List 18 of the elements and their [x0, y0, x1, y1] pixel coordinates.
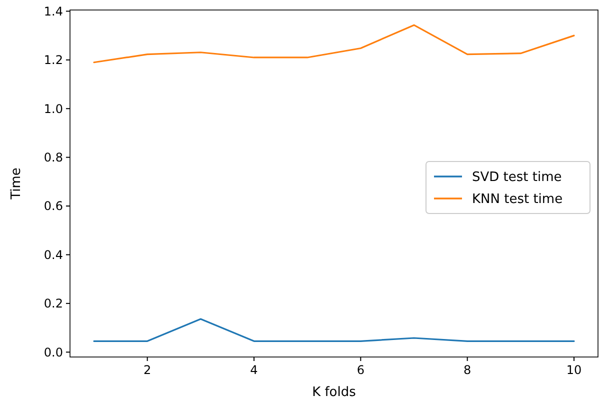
legend-label: KNN test time — [472, 192, 563, 208]
x-tick-label: 8 — [464, 363, 472, 377]
y-tick-label: 0.2 — [44, 296, 63, 311]
y-tick-label: 1.0 — [44, 102, 63, 116]
x-tick-label: 2 — [144, 363, 152, 377]
x-axis-title: K folds — [312, 385, 356, 400]
x-tick-label: 6 — [356, 363, 364, 377]
x-tick-label: 4 — [250, 363, 258, 377]
y-tick-label: 0.6 — [44, 199, 63, 214]
y-tick-label: 0.8 — [44, 150, 63, 165]
x-tick-label: 10 — [566, 363, 582, 377]
y-tick-label: 1.4 — [44, 4, 63, 18]
y-tick-label: 0.4 — [44, 248, 63, 262]
y-axis-title: Time — [9, 168, 24, 200]
y-tick-label: 1.2 — [44, 53, 63, 68]
legend-label: SVD test time — [472, 170, 562, 186]
y-tick-label: 0.0 — [44, 345, 63, 360]
line-series — [93, 24, 575, 64]
